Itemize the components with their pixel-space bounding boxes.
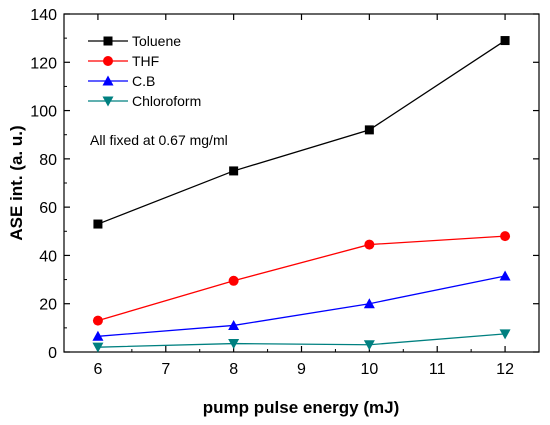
legend-label-chloroform: Chloroform (132, 93, 201, 109)
data-point-thf (500, 231, 511, 242)
legend-marker-chloroform (102, 96, 114, 107)
data-point-thf (228, 275, 239, 286)
x-tick-label: 10 (360, 361, 378, 378)
data-point-chloroform (92, 342, 104, 353)
legend-marker-toluene (103, 36, 113, 46)
y-tick-label: 80 (39, 152, 57, 169)
data-point-thf (92, 315, 103, 326)
legend: Toluene THF C.B Chloroform (88, 33, 201, 109)
y-tick-label: 140 (30, 7, 57, 24)
data-point-c-b (363, 298, 375, 309)
series-layer (92, 36, 511, 353)
x-tick-label: 7 (161, 361, 170, 378)
y-tick-label: 60 (39, 200, 57, 217)
series-line-toluene (97, 40, 506, 225)
y-tick-label: 120 (30, 55, 57, 72)
data-point-c-b (92, 330, 104, 341)
data-point-c-b (228, 319, 240, 330)
x-tick-label: 8 (229, 361, 238, 378)
data-point-toluene (500, 36, 510, 46)
data-point-c-b (499, 270, 511, 281)
data-point-toluene (229, 166, 239, 176)
y-tick-label: 100 (30, 104, 57, 121)
legend-label-thf: THF (132, 53, 159, 69)
series-line-thf (97, 235, 506, 322)
legend-label-toluene: Toluene (132, 33, 181, 49)
y-tick-label: 20 (39, 297, 57, 314)
series-line-c-b (97, 275, 506, 337)
data-point-toluene (93, 219, 103, 229)
data-point-thf (364, 239, 375, 250)
x-tick-label: 12 (496, 361, 514, 378)
y-axis-title: ASE int. (a. u.) (7, 125, 26, 240)
legend-marker-thf (103, 56, 113, 66)
series-line-chloroform (97, 333, 506, 348)
y-tick-label: 40 (39, 248, 57, 265)
x-tick-label: 11 (429, 361, 446, 378)
data-point-chloroform (499, 329, 511, 340)
data-point-chloroform (228, 339, 240, 350)
x-axis-title: pump pulse energy (mJ) (203, 398, 399, 417)
x-tick-label: 9 (297, 361, 306, 378)
data-point-toluene (364, 125, 374, 135)
legend-marker-c-b (102, 75, 114, 86)
data-point-chloroform (363, 340, 375, 351)
x-tick-label: 6 (93, 361, 102, 378)
annotation-text: All fixed at 0.67 mg/ml (90, 132, 228, 148)
y-tick-label: 0 (48, 345, 57, 362)
legend-label-c-b: C.B (132, 73, 155, 89)
